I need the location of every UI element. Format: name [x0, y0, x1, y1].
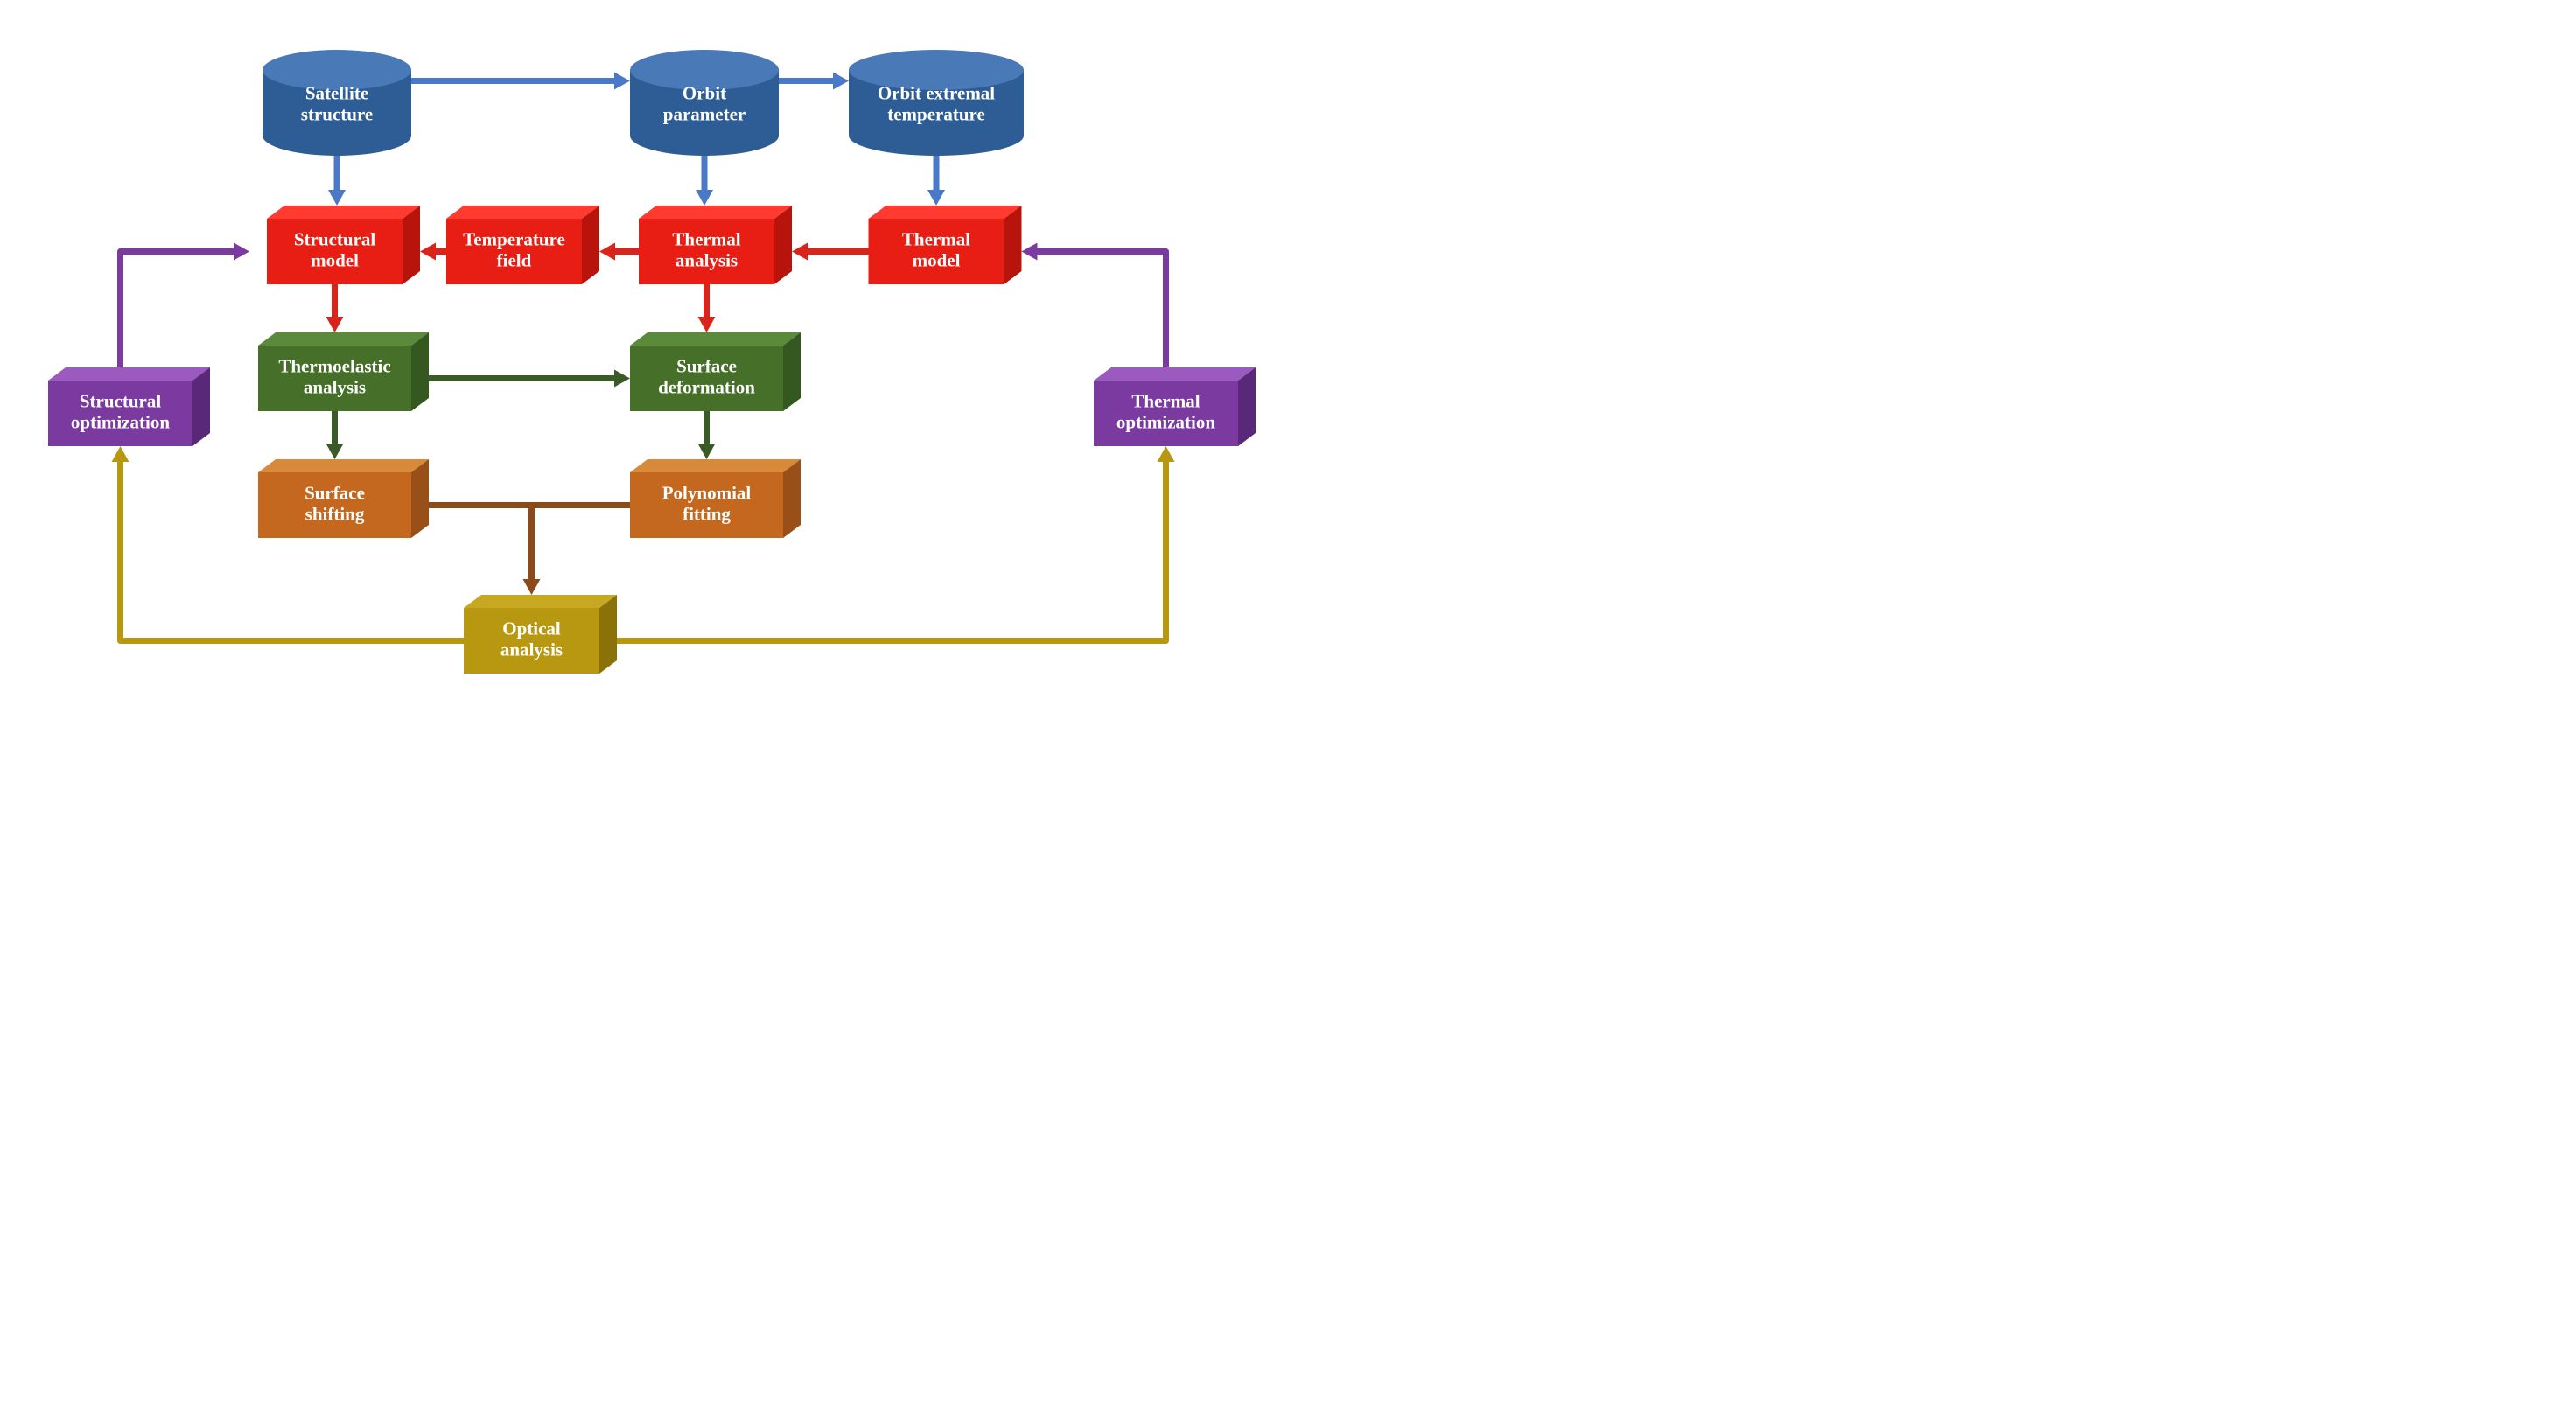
arrow — [698, 411, 716, 459]
arrow — [792, 243, 869, 261]
arrow — [1022, 243, 1170, 381]
arrow — [779, 73, 849, 90]
optical: Opticalanalysis — [464, 595, 617, 674]
node-label: Orbit extremaltemperature — [878, 83, 995, 125]
poly_fit: Polynomialfitting — [630, 459, 801, 538]
orbit_param: Orbitparameter — [630, 50, 779, 156]
therm_analysis: Thermalanalysis — [639, 206, 792, 284]
node-label: Opticalanalysis — [500, 618, 563, 660]
thermoelastic: Thermoelasticanalysis — [258, 332, 429, 411]
struct_opt: Structuraloptimization — [48, 367, 210, 446]
flowchart-canvas: Structuralmodel Temperaturefield Thermalan… — [0, 0, 1288, 702]
therm_model: Thermalmodel — [869, 206, 1022, 284]
node-label: Structuraloptimization — [71, 391, 170, 433]
arrow — [411, 73, 630, 90]
arrow — [117, 243, 249, 381]
arrow — [420, 243, 446, 261]
arrow — [326, 284, 344, 332]
arrow — [411, 502, 630, 595]
struct_model: Structuralmodel — [267, 206, 420, 284]
node-label: Thermalanalysis — [672, 229, 740, 271]
node-label: Satellitestructure — [301, 83, 373, 125]
therm_opt: Thermaloptimization — [1094, 367, 1256, 446]
orbit_temp: Orbit extremaltemperature — [849, 50, 1024, 156]
node-label: Surfaceshifting — [304, 483, 365, 525]
temp_field: Temperaturefield — [446, 206, 599, 284]
arrow — [326, 411, 344, 459]
surf_shift: Surfaceshifting — [258, 459, 429, 538]
arrow — [411, 370, 630, 388]
surf_deform: Surfacedeformation — [630, 332, 801, 411]
sat_struct: Satellitestructure — [262, 50, 411, 156]
arrow — [599, 243, 639, 261]
arrow — [698, 284, 716, 332]
